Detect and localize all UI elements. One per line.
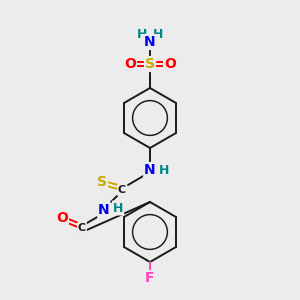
Text: O: O bbox=[164, 57, 176, 71]
Text: O: O bbox=[124, 57, 136, 71]
Text: C: C bbox=[118, 185, 126, 195]
Text: O: O bbox=[56, 211, 68, 225]
Text: F: F bbox=[145, 271, 155, 285]
Text: H: H bbox=[153, 28, 163, 40]
Text: H: H bbox=[113, 202, 123, 214]
Text: S: S bbox=[145, 57, 155, 71]
Text: H: H bbox=[159, 164, 169, 176]
Text: N: N bbox=[144, 163, 156, 177]
Text: N: N bbox=[98, 203, 110, 217]
Text: N: N bbox=[144, 35, 156, 49]
Text: S: S bbox=[97, 175, 107, 189]
Text: H: H bbox=[137, 28, 147, 40]
Text: C: C bbox=[78, 223, 86, 233]
